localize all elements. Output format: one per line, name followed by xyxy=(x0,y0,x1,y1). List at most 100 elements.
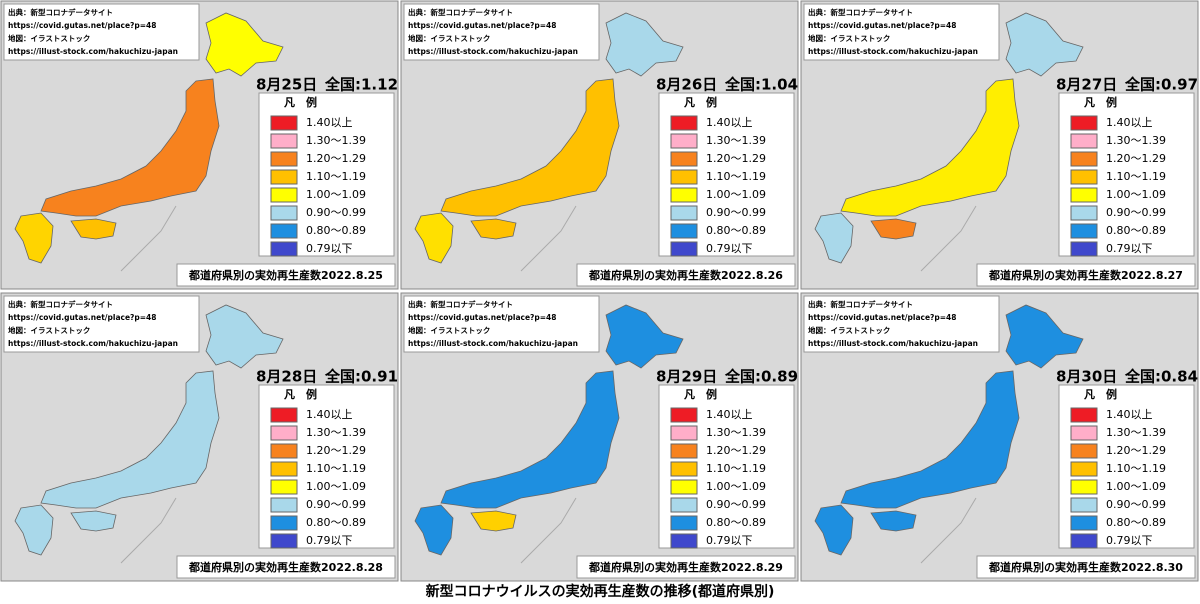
region-kyushu xyxy=(14,212,54,264)
region-honshu xyxy=(440,370,620,509)
legend-label: 0.79以下 xyxy=(1106,242,1153,255)
panel-caption: 都道府県別の実効再生産数2022.8.27 xyxy=(988,268,1183,282)
caption-box xyxy=(976,263,1196,287)
legend-label: 1.10～1.19 xyxy=(1106,170,1166,183)
source-line: 地図：イラストストック xyxy=(408,33,490,43)
legend-title: 凡 例 xyxy=(1084,387,1117,401)
legend-swatch xyxy=(1070,151,1098,167)
legend-label: 1.00～1.09 xyxy=(306,188,366,201)
panel-caption: 都道府県別の実効再生産数2022.8.28 xyxy=(188,560,383,574)
caption-box xyxy=(176,263,396,287)
national-value: 全国:0.89 xyxy=(724,368,798,386)
legend-label: 1.10～1.19 xyxy=(706,462,766,475)
source-line: 地図：イラストストック xyxy=(408,325,490,335)
legend-swatch xyxy=(270,223,298,239)
region-kyushu xyxy=(14,504,54,556)
source-box xyxy=(3,3,200,61)
legend-swatch xyxy=(270,461,298,477)
source-line: https://illust-stock.com/hakuchizu-japan xyxy=(8,47,178,56)
caption-box xyxy=(976,555,1196,579)
legend-label: 1.00～1.09 xyxy=(306,480,366,493)
legend-label: 1.40以上 xyxy=(706,116,753,129)
legend-label: 0.80～0.89 xyxy=(706,516,766,529)
legend-swatch xyxy=(270,479,298,495)
legend-swatch xyxy=(670,461,698,477)
map-panel: 出典：新型コロナデータサイト https://covid.gutas.net/pl… xyxy=(800,292,1199,582)
region-hokkaido xyxy=(205,12,284,77)
national-value: 全国:1.04 xyxy=(724,76,798,94)
panel-caption: 都道府県別の実効再生産数2022.8.29 xyxy=(588,560,783,574)
legend-swatch xyxy=(670,115,698,131)
region-shikoku xyxy=(470,218,517,240)
region-shikoku xyxy=(70,510,117,532)
source-line: 地図：イラストストック xyxy=(808,325,890,335)
source-line: 出典：新型コロナデータサイト xyxy=(808,299,913,309)
legend-label: 0.90～0.99 xyxy=(706,206,766,219)
source-box xyxy=(803,295,1000,353)
source-line: 地図：イラストストック xyxy=(808,33,890,43)
source-line: 出典：新型コロナデータサイト xyxy=(808,7,913,17)
legend-label: 0.90～0.99 xyxy=(306,206,366,219)
legend-label: 1.20～1.29 xyxy=(306,152,366,165)
legend-label: 0.90～0.99 xyxy=(706,498,766,511)
legend-title: 凡 例 xyxy=(684,95,717,109)
sea-divider xyxy=(120,497,177,564)
sea-divider xyxy=(520,497,577,564)
legend-label: 1.20～1.29 xyxy=(1106,444,1166,457)
national-value: 全国:1.12 xyxy=(324,76,398,94)
source-line: https://covid.gutas.net/place?p=48 xyxy=(8,21,157,30)
legend-swatch xyxy=(670,497,698,513)
source-box xyxy=(403,3,600,61)
national-value: 全国:0.91 xyxy=(324,368,398,386)
legend-swatch xyxy=(670,205,698,221)
legend-swatch xyxy=(670,479,698,495)
legend-label: 0.79以下 xyxy=(306,242,353,255)
source-box xyxy=(803,3,1000,61)
legend-label: 1.40以上 xyxy=(706,408,753,421)
region-kyushu xyxy=(814,504,854,556)
source-box xyxy=(3,295,200,353)
source-line: 地図：イラストストック xyxy=(8,33,90,43)
region-shikoku xyxy=(70,218,117,240)
legend-label: 0.80～0.89 xyxy=(1106,516,1166,529)
legend-label: 1.40以上 xyxy=(306,408,353,421)
legend-swatch xyxy=(270,407,298,423)
legend-swatch xyxy=(270,497,298,513)
legend-label: 1.40以上 xyxy=(306,116,353,129)
legend-swatch xyxy=(670,533,698,549)
sea-divider xyxy=(920,497,977,564)
legend-swatch xyxy=(670,425,698,441)
sea-divider xyxy=(920,205,977,272)
legend-swatch xyxy=(270,169,298,185)
legend-swatch xyxy=(270,425,298,441)
legend-title: 凡 例 xyxy=(284,95,317,109)
legend-swatch xyxy=(270,443,298,459)
region-kyushu xyxy=(414,212,454,264)
date-heading: 8月28日 xyxy=(256,368,317,386)
region-hokkaido xyxy=(605,304,684,369)
legend-label: 0.90～0.99 xyxy=(1106,206,1166,219)
source-line: https://covid.gutas.net/place?p=48 xyxy=(408,21,557,30)
legend-label: 0.80～0.89 xyxy=(306,516,366,529)
legend-swatch xyxy=(1070,443,1098,459)
source-line: https://illust-stock.com/hakuchizu-japan xyxy=(8,339,178,348)
legend-swatch xyxy=(270,533,298,549)
legend-title: 凡 例 xyxy=(1084,95,1117,109)
caption-box xyxy=(576,555,796,579)
source-line: https://covid.gutas.net/place?p=48 xyxy=(808,21,957,30)
legend-swatch xyxy=(270,241,298,257)
legend-label: 1.20～1.29 xyxy=(306,444,366,457)
legend-swatch xyxy=(1070,515,1098,531)
legend-swatch xyxy=(1070,407,1098,423)
legend-label: 1.30～1.39 xyxy=(706,426,766,439)
legend-swatch xyxy=(270,115,298,131)
legend-label: 1.20～1.29 xyxy=(706,152,766,165)
source-line: 出典：新型コロナデータサイト xyxy=(408,299,513,309)
legend-label: 1.00～1.09 xyxy=(1106,188,1166,201)
sea-divider xyxy=(120,205,177,272)
national-value: 全国:0.97 xyxy=(1124,76,1198,94)
legend-swatch xyxy=(1070,533,1098,549)
legend-label: 0.79以下 xyxy=(706,242,753,255)
